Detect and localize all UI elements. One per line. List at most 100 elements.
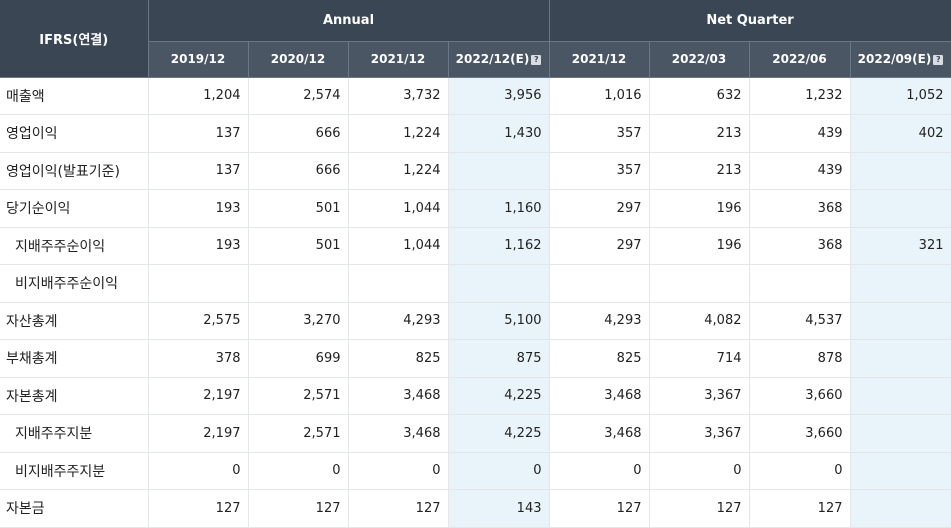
table-cell: 127 <box>549 489 650 528</box>
table-cell: 1,204 <box>148 77 249 115</box>
table-cell: 137 <box>148 114 249 153</box>
table-cell: 439 <box>749 114 851 153</box>
table-cell: 825 <box>348 339 449 378</box>
row-label: 영업이익(발표기준) <box>0 152 149 190</box>
table-cell: 3,732 <box>348 77 449 115</box>
table-cell <box>850 414 951 453</box>
table-cell: 196 <box>649 189 750 228</box>
table-row: 자본금 127 127 127 143 127 127 127 <box>0 489 951 528</box>
row-label: 지배주주지분 <box>0 414 149 453</box>
table-cell: 127 <box>248 489 349 528</box>
estimate-info-icon[interactable]: ? <box>933 55 944 65</box>
table-cell <box>850 302 951 340</box>
table-row: 영업이익(발표기준) 137 666 1,224 357 213 439 <box>0 152 951 190</box>
row-label: 비지배주주지분 <box>0 452 149 490</box>
table-cell: 1,224 <box>348 114 449 153</box>
table-cell: 1,016 <box>549 77 650 115</box>
table-cell <box>850 452 951 490</box>
table-row: 매출액 1,204 2,574 3,732 3,956 1,016 632 1,232 1,05… <box>0 77 951 115</box>
table-cell <box>549 264 650 303</box>
table-cell <box>850 189 951 228</box>
column-header: 2021/12 <box>348 41 449 78</box>
column-header: 2019/12 <box>148 41 249 78</box>
table-cell: 213 <box>649 152 750 190</box>
table-cell <box>850 264 951 303</box>
row-label: 비지배주주순이익 <box>0 264 149 303</box>
row-label: 부채총계 <box>0 339 149 378</box>
table-row: 지배주주순이익 193 501 1,044 1,162 297 196 368 321 <box>0 227 951 265</box>
table-cell: 4,537 <box>749 302 851 340</box>
row-label: 자산총계 <box>0 302 149 340</box>
table-cell: 4,225 <box>448 377 550 415</box>
column-header: 2022/03 <box>649 41 750 78</box>
table-cell: 1,044 <box>348 189 449 228</box>
estimate-info-icon[interactable]: ? <box>531 55 542 65</box>
table-cell: 0 <box>348 452 449 490</box>
table-cell: 127 <box>348 489 449 528</box>
table-cell: 825 <box>549 339 650 378</box>
table-row: 비지배주주지분 0 0 0 0 0 0 0 <box>0 452 951 490</box>
row-label: 영업이익 <box>0 114 149 153</box>
table-cell <box>850 152 951 190</box>
table-cell: 1,430 <box>448 114 550 153</box>
table-cell: 1,224 <box>348 152 449 190</box>
table-cell: 3,468 <box>549 414 650 453</box>
table-body: 매출액 1,204 2,574 3,732 3,956 1,016 632 1,232 1,05… <box>0 77 951 528</box>
table-cell: 666 <box>248 114 349 153</box>
table-cell: 3,468 <box>348 377 449 415</box>
table-cell: 0 <box>148 452 249 490</box>
table-cell <box>749 264 851 303</box>
table-row: 부채총계 378 699 825 875 825 714 878 <box>0 339 951 378</box>
table-cell: 368 <box>749 189 851 228</box>
table-cell: 2,574 <box>248 77 349 115</box>
table-cell: 699 <box>248 339 349 378</box>
table-cell: 137 <box>148 152 249 190</box>
table-cell: 0 <box>749 452 851 490</box>
table-cell: 0 <box>448 452 550 490</box>
table-cell: 0 <box>649 452 750 490</box>
column-header: 2022/06 <box>749 41 851 78</box>
table-cell <box>850 489 951 528</box>
column-header: 2021/12 <box>549 41 650 78</box>
table-cell: 875 <box>448 339 550 378</box>
table-cell: 143 <box>448 489 550 528</box>
table-row: 영업이익 137 666 1,224 1,430 357 213 439 402 <box>0 114 951 153</box>
column-header: 2020/12 <box>248 41 349 78</box>
table-cell <box>448 264 550 303</box>
table-row: 지배주주지분 2,197 2,571 3,468 4,225 3,468 3,367 3,66… <box>0 414 951 453</box>
table-cell: 357 <box>549 114 650 153</box>
table-row: 비지배주주순이익 <box>0 264 951 303</box>
table-cell: 4,225 <box>448 414 550 453</box>
table-cell: 0 <box>549 452 650 490</box>
table-cell <box>649 264 750 303</box>
table-cell: 4,293 <box>549 302 650 340</box>
table-cell <box>850 339 951 378</box>
table-cell: 2,575 <box>148 302 249 340</box>
table-cell: 1,044 <box>348 227 449 265</box>
table-cell: 1,162 <box>448 227 550 265</box>
table-cell: 402 <box>850 114 951 153</box>
table-cell: 501 <box>248 227 349 265</box>
table-cell: 1,160 <box>448 189 550 228</box>
table-cell <box>448 152 550 190</box>
row-label: 당기순이익 <box>0 189 149 228</box>
row-label: 자본총계 <box>0 377 149 415</box>
table-row: 자본총계 2,197 2,571 3,468 4,225 3,468 3,367 3,660 <box>0 377 951 415</box>
table-cell: 4,082 <box>649 302 750 340</box>
row-label: 자본금 <box>0 489 149 528</box>
table-cell: 501 <box>248 189 349 228</box>
table-cell: 0 <box>248 452 349 490</box>
table-cell: 193 <box>148 227 249 265</box>
ifrs-header: IFRS(연결) <box>0 0 149 78</box>
table-cell: 666 <box>248 152 349 190</box>
table-cell: 2,197 <box>148 377 249 415</box>
table-cell: 3,956 <box>448 77 550 115</box>
row-label: 매출액 <box>0 77 149 115</box>
table-cell: 5,100 <box>448 302 550 340</box>
quarter-group-header: Net Quarter <box>549 0 951 42</box>
table-row: 자산총계 2,575 3,270 4,293 5,100 4,293 4,082 4,537 <box>0 302 951 340</box>
table-cell: 632 <box>649 77 750 115</box>
table-cell: 378 <box>148 339 249 378</box>
table-cell: 3,367 <box>649 414 750 453</box>
